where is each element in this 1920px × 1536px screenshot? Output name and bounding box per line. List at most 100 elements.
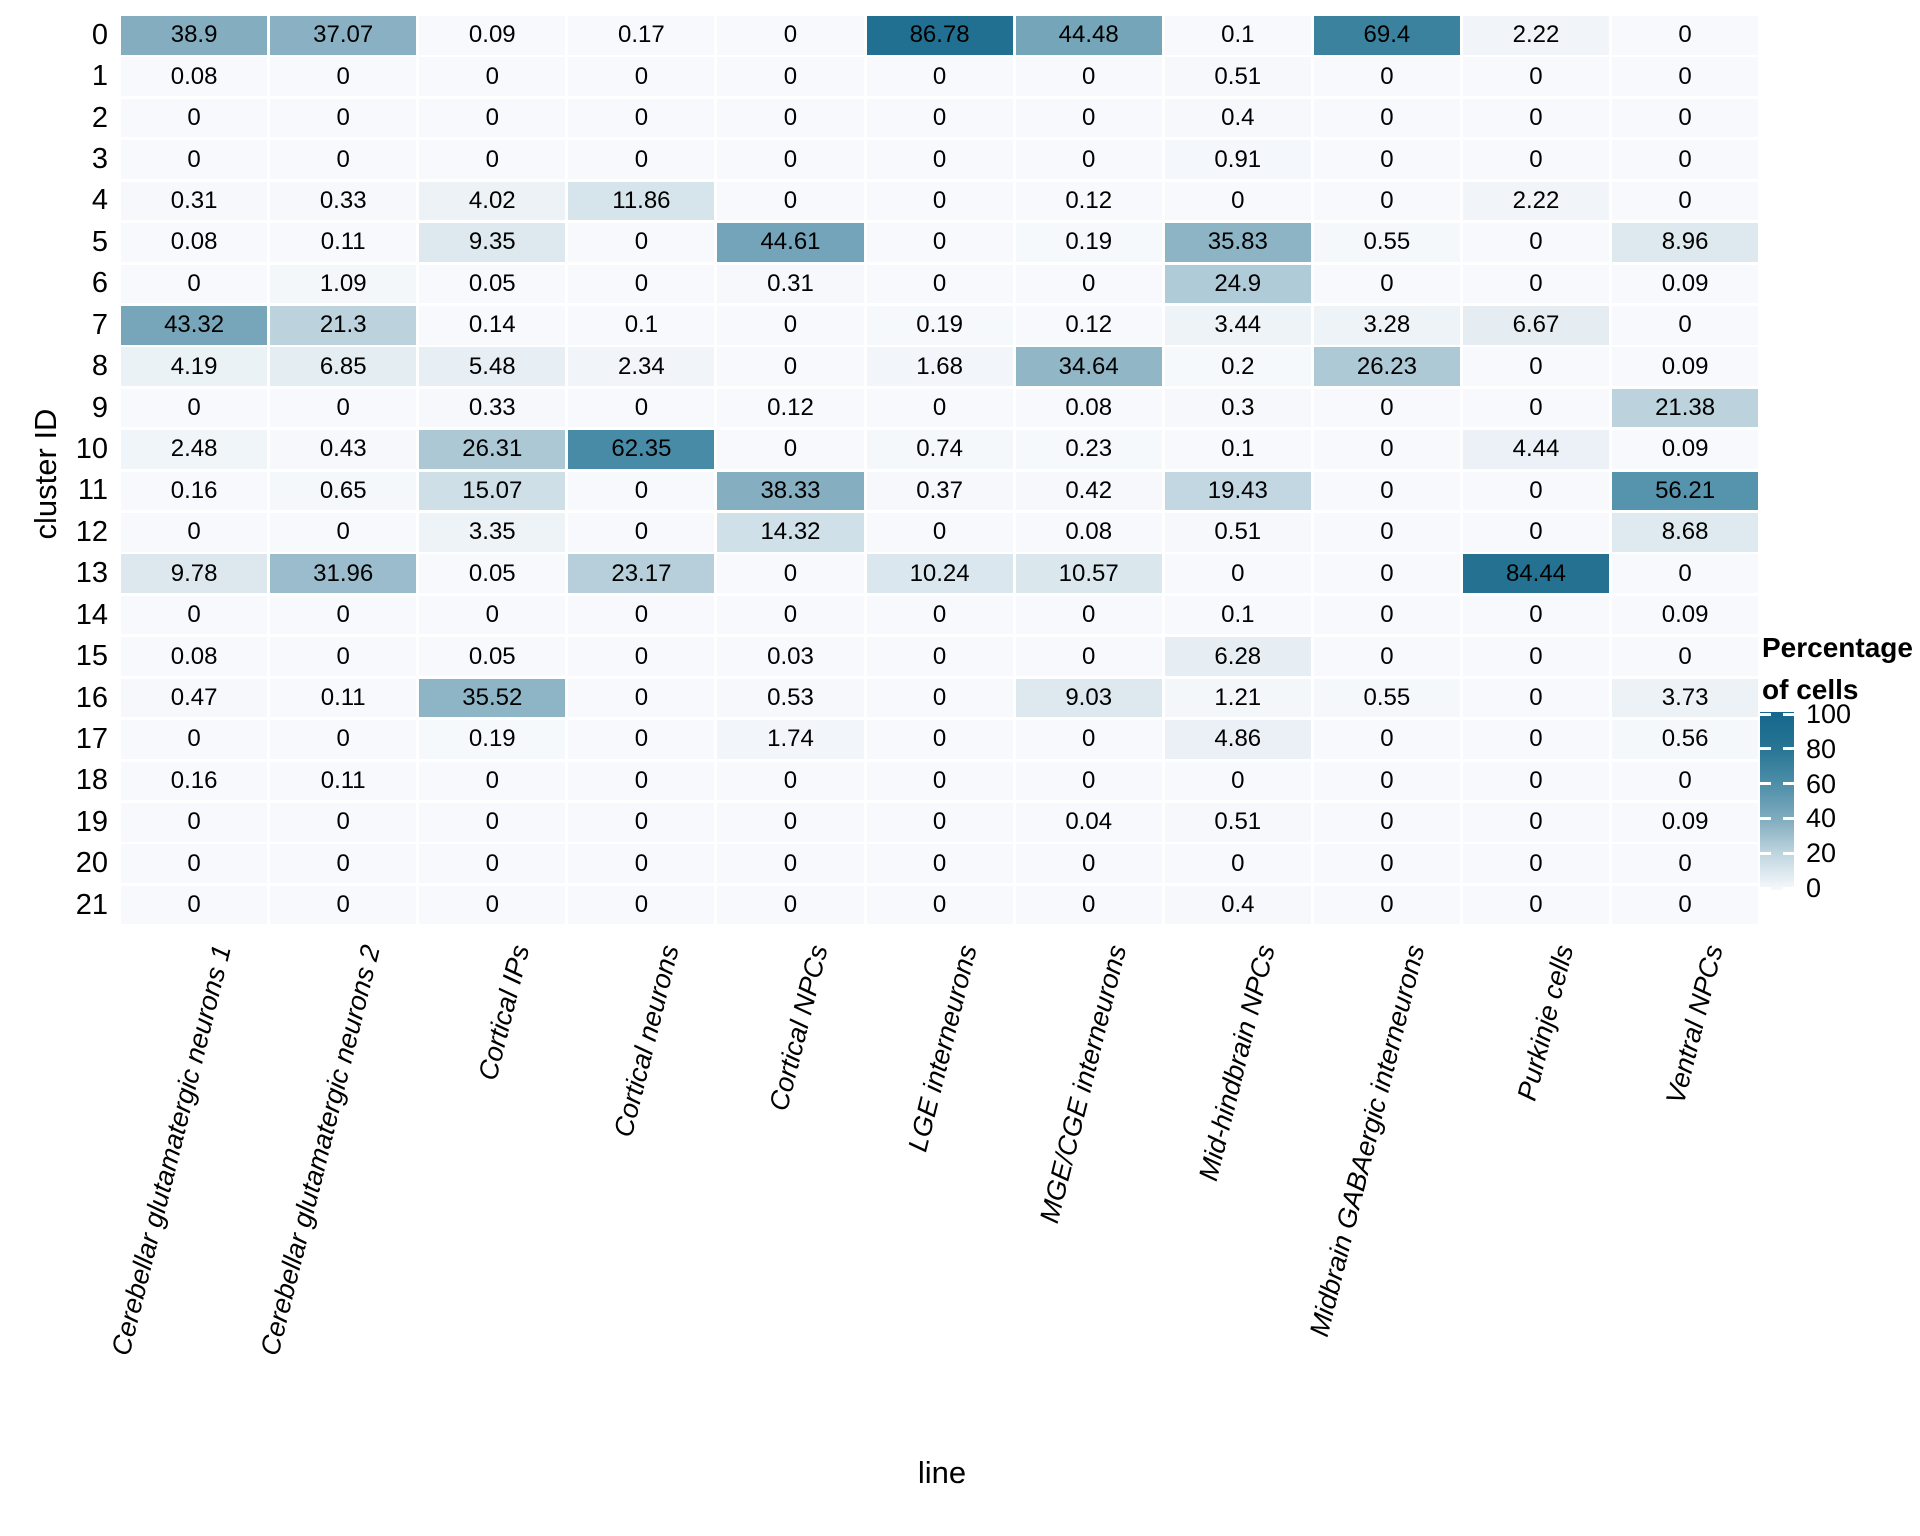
heatmap-cell: 0.17: [568, 16, 715, 55]
x-axis-tick-label: Cortical NPCs: [763, 942, 834, 1114]
heatmap-cell: 0: [419, 595, 566, 635]
y-axis-tick-label: 2: [91, 101, 108, 134]
heatmap-cell: 3.35: [419, 513, 566, 552]
heatmap-cell: 0: [1612, 761, 1759, 801]
heatmap-cell: 0: [1462, 678, 1610, 718]
x-axis-tick-label: Cerebellar glutamatergic neurons 1: [106, 942, 238, 1359]
heatmap-cell: 0: [121, 388, 268, 428]
heatmap-cell: 0: [1462, 885, 1610, 925]
heatmap-cell: 0: [270, 720, 417, 759]
heatmap-cell: 35.83: [1164, 223, 1311, 262]
heatmap-cell: 0.1: [1164, 430, 1311, 469]
heatmap-cell: 0.16: [121, 761, 268, 801]
heatmap-cell: 0: [419, 57, 566, 96]
y-axis-tick-label: 4: [91, 184, 108, 217]
heatmap-cell: 0: [1612, 885, 1759, 925]
heatmap-cell: 0: [1462, 471, 1610, 511]
y-axis-tick-label: 17: [75, 722, 108, 755]
legend-tick-mark: [1760, 851, 1771, 855]
heatmap-cell: 0: [1015, 761, 1162, 801]
y-axis-tick-label: 8: [91, 350, 108, 383]
heatmap-cell: 0: [270, 595, 417, 635]
heatmap-cell: 0: [1313, 98, 1460, 138]
heatmap-cell: 0: [866, 720, 1013, 759]
heatmap-cell: 0: [1612, 637, 1759, 676]
y-axis-tick-label: 21: [75, 888, 108, 921]
heatmap-cell: 0.09: [1612, 595, 1759, 635]
heatmap-cell: 0: [1164, 181, 1311, 221]
heatmap-cell: 0: [1015, 595, 1162, 635]
y-axis-tick-label: 10: [75, 432, 108, 465]
legend-tick-mark: [1760, 782, 1771, 786]
heatmap-cell: 37.07: [270, 16, 417, 55]
heatmap-cell: 0.14: [419, 305, 566, 345]
heatmap-cell: 0.43: [270, 430, 417, 469]
heatmap-cell: 44.48: [1015, 16, 1162, 55]
heatmap-cell: 0: [121, 844, 268, 883]
y-axis-tick-label: 7: [91, 308, 108, 341]
y-axis-title: cluster ID: [28, 408, 63, 540]
heatmap-cell: 0: [1612, 305, 1759, 345]
legend-tick-label: 20: [1806, 838, 1837, 869]
heatmap-cell: 0: [1462, 761, 1610, 801]
heatmap-cell: 0: [1462, 347, 1610, 386]
heatmap-cell: 0: [1612, 554, 1759, 594]
heatmap-cell: 0: [1462, 223, 1610, 262]
heatmap-cell: 0.31: [121, 181, 268, 221]
heatmap-cell: 0: [121, 513, 268, 552]
heatmap-cell: 0: [717, 305, 864, 345]
heatmap-cell: 6.67: [1462, 305, 1610, 345]
x-axis-tick-label: Cerebellar glutamatergic neurons 2: [255, 942, 387, 1359]
heatmap-cell: 1.74: [717, 720, 864, 759]
heatmap-cell: 0: [717, 554, 864, 594]
heatmap-cell: 0.65: [270, 471, 417, 511]
heatmap-cell: 0: [717, 181, 864, 221]
heatmap-cell: 19.43: [1164, 471, 1311, 511]
heatmap-cell: 5.48: [419, 347, 566, 386]
heatmap-cell: 0.08: [121, 223, 268, 262]
heatmap-cell: 0: [568, 98, 715, 138]
heatmap-cell: 0.53: [717, 678, 864, 718]
heatmap-cell: 3.28: [1313, 305, 1460, 345]
y-axis-tick-label: 6: [91, 267, 108, 300]
x-axis-tick-label: Cortical neurons: [607, 942, 685, 1141]
heatmap-cell: 0: [270, 802, 417, 842]
y-axis-tick-label: 12: [75, 515, 108, 548]
heatmap-cell: 0: [270, 844, 417, 883]
heatmap-cell: 0.51: [1164, 513, 1311, 552]
heatmap-cell: 0: [568, 595, 715, 635]
heatmap-cell: 0: [1313, 57, 1460, 96]
heatmap-cell: 0: [1462, 720, 1610, 759]
heatmap-cell: 1.09: [270, 264, 417, 304]
heatmap-cell: 0: [866, 181, 1013, 221]
heatmap-cell: 38.9: [121, 16, 268, 55]
heatmap-cell: 0: [568, 264, 715, 304]
heatmap-cell: 0.04: [1015, 802, 1162, 842]
heatmap-cell: 0: [1164, 761, 1311, 801]
heatmap-cell: 0: [568, 223, 715, 262]
heatmap-cell: 0: [1313, 720, 1460, 759]
heatmap-cell: 0.2: [1164, 347, 1311, 386]
heatmap-cell: 0.09: [1612, 430, 1759, 469]
heatmap-cell: 0.1: [1164, 595, 1311, 635]
heatmap-cell: 0: [1313, 885, 1460, 925]
heatmap-cell: 56.21: [1612, 471, 1759, 511]
legend-tick-mark: [1760, 816, 1771, 820]
y-axis-tick-label: 3: [91, 143, 108, 176]
heatmap-cell: 44.61: [717, 223, 864, 262]
heatmap-cell: 34.64: [1015, 347, 1162, 386]
legend-title: Percentage of cells: [1762, 627, 1913, 711]
heatmap-cell: 0: [866, 802, 1013, 842]
heatmap-cell: 0.11: [270, 761, 417, 801]
heatmap-cell: 0: [1313, 802, 1460, 842]
heatmap-cell: 0: [121, 264, 268, 304]
heatmap-cell: 43.32: [121, 305, 268, 345]
heatmap-cell: 0.51: [1164, 802, 1311, 842]
heatmap-cell: 0.09: [1612, 802, 1759, 842]
heatmap-cell: 0: [866, 844, 1013, 883]
heatmap-cell: 0: [568, 678, 715, 718]
heatmap-cell: 0: [568, 471, 715, 511]
heatmap-cell: 4.44: [1462, 430, 1610, 469]
heatmap-cell: 0: [121, 802, 268, 842]
